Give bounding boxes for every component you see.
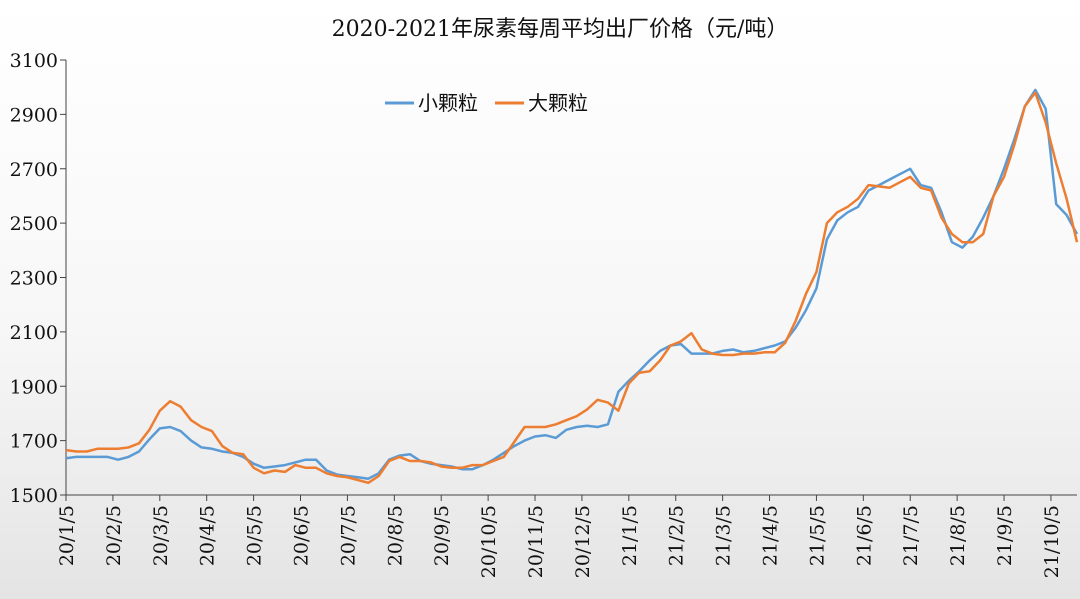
y-tick-label: 2500 <box>10 213 58 235</box>
x-tick-label: 20/4/5 <box>197 505 219 566</box>
x-tick-label: 20/5/5 <box>244 505 266 566</box>
series-layer <box>65 88 1079 485</box>
y-axis: 1500 1700 1900 2100 2300 2500 2700 2900 3100 <box>10 50 67 507</box>
x-tick-label: 20/7/5 <box>337 505 359 566</box>
chart-title: 2020-2021年尿素每周平均出厂价格（元/吨） <box>332 17 789 42</box>
x-tick-label: 21/4/5 <box>760 505 782 566</box>
x-tick-label: 20/8/5 <box>384 505 406 566</box>
series-line-large <box>65 91 1079 485</box>
y-tick-label: 2900 <box>10 104 58 126</box>
x-tick-label: 20/1/5 <box>56 505 78 566</box>
y-tick-label: 2300 <box>10 268 58 290</box>
x-tick-label: 20/11/5 <box>525 505 547 578</box>
x-tick-label: 20/10/5 <box>478 505 500 578</box>
y-tick-label: 3100 <box>10 50 58 72</box>
x-tick-label: 21/8/5 <box>947 505 969 566</box>
y-tick-label: 1700 <box>10 431 58 453</box>
y-tick-label: 1500 <box>10 485 58 507</box>
x-tick-label: 21/1/5 <box>619 505 641 566</box>
series-line-small <box>65 88 1079 480</box>
x-tick-label: 20/12/5 <box>572 505 594 578</box>
x-tick-label: 20/9/5 <box>431 505 453 566</box>
x-tick-label: 21/9/5 <box>994 505 1016 566</box>
legend: 小颗粒 大颗粒 <box>385 91 588 115</box>
x-tick-label: 21/10/5 <box>1041 505 1063 578</box>
x-tick-label: 21/2/5 <box>666 505 688 566</box>
legend-label-small: 小颗粒 <box>418 91 478 115</box>
y-tick-label: 2700 <box>10 159 58 181</box>
y-tick-label: 2100 <box>10 322 58 344</box>
x-tick-label: 21/3/5 <box>713 505 735 566</box>
x-tick-label: 20/2/5 <box>103 505 125 566</box>
x-tick-label: 21/5/5 <box>806 505 828 566</box>
x-tick-label: 20/6/5 <box>291 505 313 566</box>
x-axis: 20/1/5 20/2/5 20/3/5 20/4/5 20/5/5 20/6/5 20/7… <box>56 494 1077 578</box>
legend-label-large: 大颗粒 <box>528 91 588 115</box>
x-tick-label: 21/7/5 <box>900 505 922 566</box>
x-tick-label: 21/6/5 <box>853 505 875 566</box>
y-tick-label: 1900 <box>10 376 58 398</box>
x-tick-label: 20/3/5 <box>150 505 172 566</box>
